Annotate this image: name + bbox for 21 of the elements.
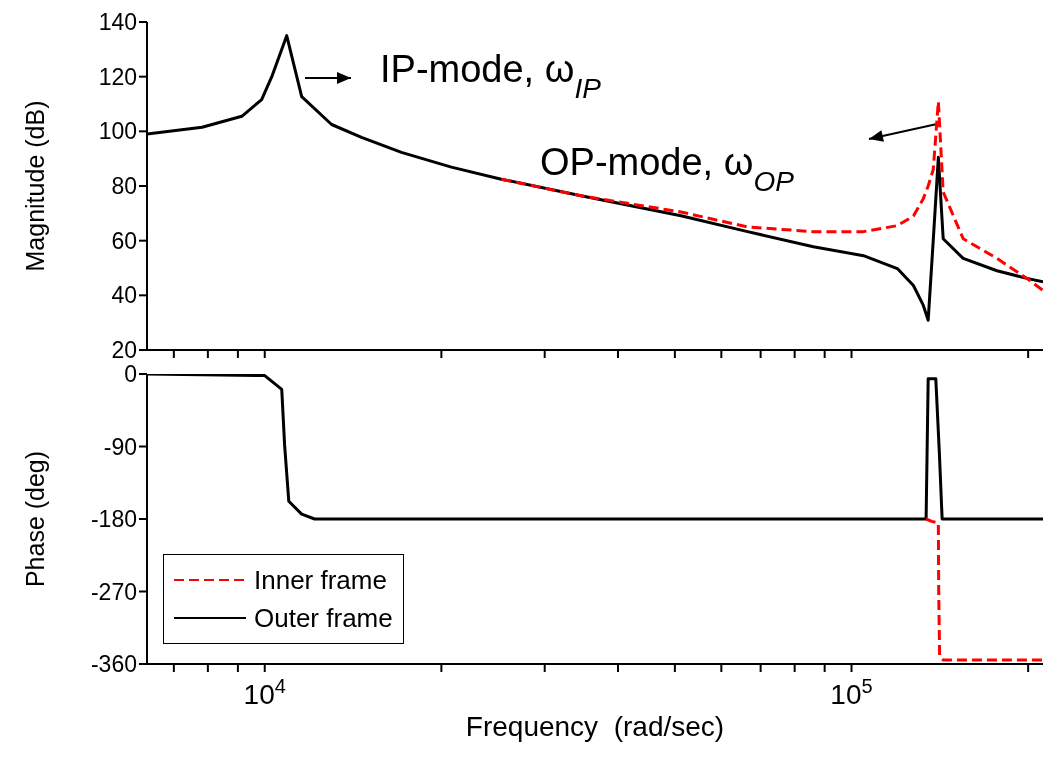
x-tick-label: 10$^{5}$ xyxy=(830,675,873,710)
y-tick-label: 60 xyxy=(111,227,137,254)
y-tick-label: 0 xyxy=(124,361,137,388)
y-tick-label: 100 xyxy=(98,118,137,145)
y-axis-title: Phase (deg) xyxy=(20,450,49,588)
y-tick-label: -90 xyxy=(103,433,137,460)
x-axis-title: Frequency (rad/sec) xyxy=(464,711,726,743)
y-tick-label: 120 xyxy=(98,63,137,90)
y-tick-label: 20 xyxy=(111,337,137,364)
y-axis-title: Magnitude (dB) xyxy=(20,100,49,272)
y-tick-label: -360 xyxy=(90,651,137,678)
y-tick-label: -270 xyxy=(90,578,137,605)
y-tick-label: 80 xyxy=(111,173,137,200)
y-tick-label: 140 xyxy=(98,9,137,36)
y-tick-label: 40 xyxy=(111,282,137,309)
annotation: OP-mode, ω$_{OP}$ xyxy=(540,141,795,197)
y-tick-label: -180 xyxy=(90,506,137,533)
legend-label: Inner frame xyxy=(254,564,387,596)
x-tick-label: 10$^{4}$ xyxy=(243,675,286,710)
legend-label: Outer frame xyxy=(254,602,393,634)
annotation: IP-mode, ω$_{IP}$ xyxy=(380,48,602,104)
